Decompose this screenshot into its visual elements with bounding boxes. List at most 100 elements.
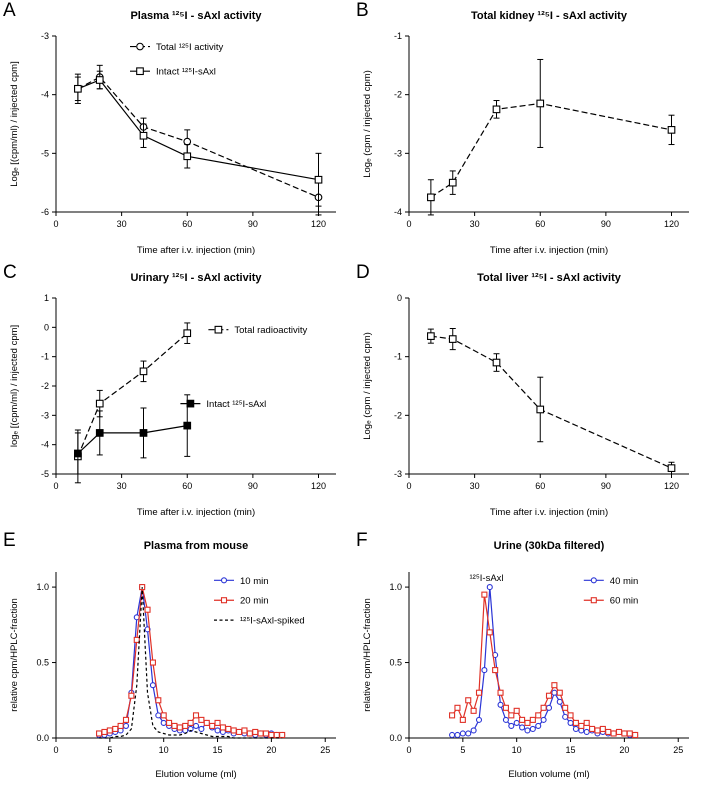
marker <box>502 716 509 723</box>
marker <box>551 689 558 696</box>
marker <box>492 667 499 674</box>
y-tick-label: -3 <box>394 469 402 479</box>
x-axis-label: Time after i.v. injection (min) <box>490 507 608 518</box>
marker <box>572 725 579 732</box>
marker <box>214 727 221 734</box>
x-tick-label: 0 <box>406 481 411 491</box>
x-tick-label: 30 <box>470 481 480 491</box>
series-0 <box>427 58 676 216</box>
marker <box>155 697 162 704</box>
marker <box>513 707 520 714</box>
x-tick-label: 5 <box>107 745 112 755</box>
marker <box>621 730 628 737</box>
y-axis-label: Logₑ (cpm / injected cpm) <box>362 70 373 178</box>
y-tick-label: -1 <box>41 352 49 362</box>
legend-label: 60 min <box>610 596 639 607</box>
marker <box>486 629 493 636</box>
y-tick-label: 1 <box>44 293 49 303</box>
y-tick-label: -6 <box>41 207 49 217</box>
panel-b-letter: B <box>356 0 369 21</box>
marker <box>454 704 461 711</box>
marker <box>273 731 280 739</box>
marker <box>449 731 456 739</box>
marker <box>562 704 569 711</box>
marker <box>183 152 192 161</box>
panel-d-letter: D <box>356 262 370 283</box>
chart-title: Plasma ¹²⁵I - sAxl activity <box>130 10 262 22</box>
marker <box>95 399 104 408</box>
x-tick-label: 60 <box>182 219 192 229</box>
marker <box>508 722 515 729</box>
series-0 <box>74 322 192 484</box>
marker <box>448 335 457 343</box>
y-tick-label: -2 <box>394 410 402 420</box>
y-tick-label: 0.5 <box>36 658 49 668</box>
legend-item: 40 min <box>583 576 639 587</box>
legend-label: 40 min <box>610 576 639 587</box>
marker <box>427 332 435 340</box>
marker <box>519 724 526 731</box>
y-axis-label: logₑ [(cpm/ml) / injected cpm] <box>9 325 20 447</box>
marker <box>133 636 140 643</box>
marker <box>551 682 558 689</box>
marker <box>535 722 542 729</box>
marker <box>583 719 590 726</box>
series-0 <box>74 64 323 216</box>
panel-f: F Urine (30kDa filtered) 0 5 10 15 20 25 0.0 0.5… <box>353 530 706 787</box>
marker <box>95 76 104 84</box>
marker <box>599 725 606 732</box>
y-tick-label: -3 <box>394 148 402 158</box>
legend-item: 20 min <box>214 596 269 607</box>
marker <box>219 724 226 731</box>
marker <box>139 429 148 437</box>
panel-e: E Plasma from mouse 0 5 10 15 20 25 0.0 0.5 1.0 El… <box>0 530 353 787</box>
chart-B-svg: Total kidney ¹²⁵I - sAxl activity 0 30 60 90… <box>362 10 689 256</box>
marker <box>470 727 477 734</box>
x-tick-label: 90 <box>601 481 611 491</box>
chart-A-svg: Plasma ¹²⁵I - sAxl activity 0 30 60 90 120 -6 -… <box>9 10 336 256</box>
series-line <box>430 102 672 198</box>
x-axis-label: Elution volume (ml) <box>155 769 236 780</box>
y-tick-label: 1.0 <box>389 582 402 592</box>
panel-c: C Urinary ¹²⁵I - sAxl activity 0 30 60 90 120… <box>0 262 353 530</box>
chart-title: Urine (30kDa filtered) <box>494 540 605 552</box>
marker <box>262 730 270 737</box>
x-tick-label: 30 <box>117 481 127 491</box>
series-1 <box>74 394 192 475</box>
marker <box>667 464 676 472</box>
chart-E-svg: Plasma from mouse 0 5 10 15 20 25 0.0 0.5 1.0 Elut… <box>9 540 336 780</box>
marker <box>519 716 526 723</box>
marker <box>540 716 547 723</box>
legend-label: Intact ¹²⁵I-sAxl <box>156 67 216 78</box>
marker <box>524 719 531 726</box>
marker <box>481 667 488 674</box>
marker <box>144 606 151 613</box>
series-line <box>98 586 283 736</box>
y-axis-label: relative cpm/HPLC-fraction <box>9 598 20 712</box>
marker <box>556 698 563 705</box>
x-tick-label: 5 <box>460 745 465 755</box>
marker <box>524 727 531 734</box>
x-tick-label: 60 <box>535 219 545 229</box>
x-tick-label: 0 <box>53 219 58 229</box>
y-axis-label: Logₑ [(cpm/ml) / injected cpm] <box>9 61 20 187</box>
marker <box>594 727 601 734</box>
panel-b: B Total kidney ¹²⁵I - sAxl activity 0 30 60… <box>353 0 706 262</box>
x-tick-label: 0 <box>406 745 411 755</box>
legend-item: 10 min <box>214 576 269 587</box>
marker <box>128 692 135 699</box>
y-tick-label: -1 <box>394 31 402 41</box>
panel-e-letter: E <box>3 530 16 551</box>
chart-title: Urinary ¹²⁵I - sAxl activity <box>130 272 262 284</box>
marker <box>497 701 504 708</box>
x-tick-label: 15 <box>566 745 576 755</box>
legend-label: 20 min <box>240 596 269 607</box>
panel-a: A Plasma ¹²⁵I - sAxl activity 0 30 60 90 120 -… <box>0 0 353 262</box>
marker <box>448 178 457 187</box>
marker <box>556 689 563 696</box>
marker <box>155 712 162 719</box>
marker <box>610 730 617 737</box>
y-tick-label: -2 <box>394 90 402 100</box>
x-tick-label: 30 <box>470 219 480 229</box>
